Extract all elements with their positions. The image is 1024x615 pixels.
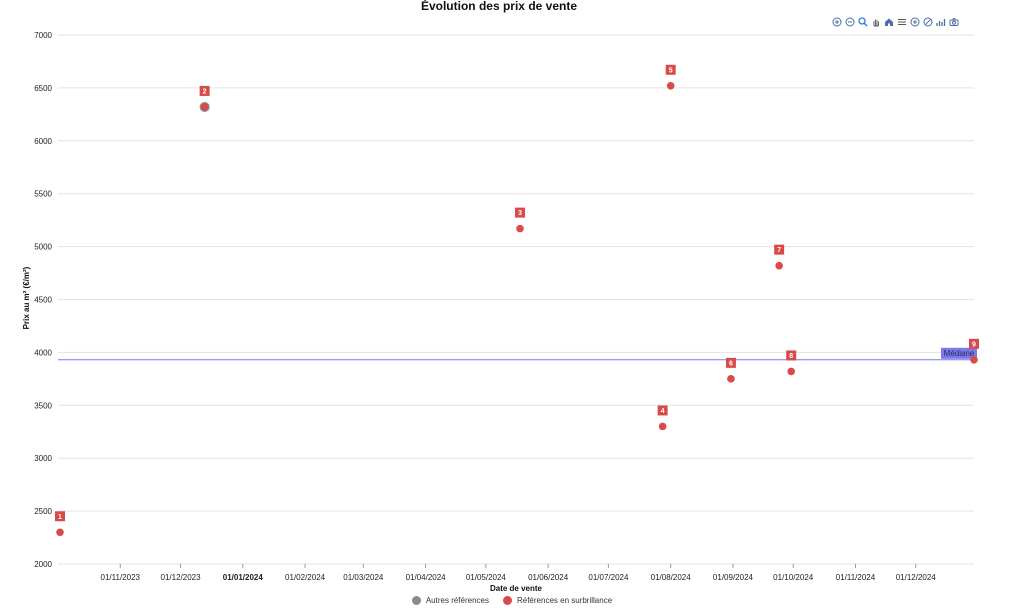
- grid-lines: [58, 34, 974, 565]
- data-point-surbrillance[interactable]: [970, 356, 978, 364]
- y-tick-label: 5000: [34, 243, 52, 252]
- y-tick-label: 7000: [34, 31, 52, 40]
- x-tick-label: 01/03/2024: [343, 573, 384, 582]
- x-axis: 01/11/2023 01/12/2023 01/01/2024 01/02/2024…: [101, 564, 937, 582]
- y-tick-label: 6500: [34, 84, 52, 93]
- point-label-box: [55, 511, 66, 522]
- x-tick-label: 01/09/2024: [713, 573, 754, 582]
- x-tick-label: 01/11/2023: [101, 573, 141, 582]
- legend-item-autres[interactable]: Autres références: [411, 596, 489, 605]
- pan-icon[interactable]: [870, 16, 881, 27]
- point-label: 6: [729, 360, 733, 367]
- x-tick-label: 01/08/2024: [651, 573, 692, 582]
- camera-icon[interactable]: [948, 16, 959, 27]
- legend-marker-red: [502, 596, 512, 605]
- chart-type-icon[interactable]: [935, 16, 946, 27]
- data-point-surbrillance[interactable]: [775, 261, 783, 270]
- chart-legend: Autres références Références en surbrill…: [0, 596, 1024, 605]
- point-label-box: [774, 244, 785, 255]
- zoom-in-icon[interactable]: [831, 16, 842, 27]
- point-label: 2: [203, 88, 207, 95]
- point-label-box: [199, 85, 210, 96]
- median-line: Médiane: [58, 347, 977, 361]
- point-label: 1: [58, 514, 62, 521]
- point-label-box: [786, 350, 797, 361]
- chart-toolbar: [831, 16, 959, 27]
- y-axis: 7000 6500 6000 5500 5000 4500 4000 3500 3000 2500…: [34, 31, 52, 569]
- legend-item-surbrillance[interactable]: Références en surbrillance: [502, 596, 613, 605]
- x-tick-label: 01/06/2024: [528, 573, 569, 582]
- zoom-in-alt-icon[interactable]: [909, 16, 920, 27]
- point-label-box: [515, 207, 526, 218]
- x-tick-label: 01/01/2024: [223, 573, 264, 582]
- x-tick-label: 01/12/2023: [161, 573, 202, 582]
- y-tick-label: 5500: [34, 190, 52, 199]
- x-tick-label: 01/04/2024: [406, 573, 447, 582]
- y-tick-label: 3500: [34, 401, 52, 410]
- point-label: 4: [661, 408, 665, 415]
- data-point-surbrillance[interactable]: [56, 528, 64, 537]
- legend-label: Références en surbrillance: [516, 596, 613, 605]
- y-tick-label: 2500: [34, 507, 52, 516]
- y-tick-label: 3000: [34, 454, 52, 463]
- x-axis-label: Date de vente: [490, 584, 543, 593]
- reset-icon[interactable]: [922, 16, 933, 27]
- median-label: Médiane: [944, 349, 975, 358]
- data-point-surbrillance[interactable]: [787, 367, 796, 376]
- x-tick-label: 01/07/2024: [588, 573, 629, 582]
- x-tick-label: 01/05/2024: [466, 573, 507, 582]
- legend-marker-grey: [411, 596, 421, 605]
- point-label-box: [657, 405, 668, 416]
- chart-title: Évolution des prix de vente: [421, 0, 577, 13]
- y-tick-label: 4500: [34, 296, 52, 305]
- point-label: 3: [518, 210, 522, 217]
- point-label-box: [969, 338, 979, 349]
- x-tick-label: 01/02/2024: [285, 573, 326, 582]
- x-tick-label: 01/11/2024: [836, 573, 876, 582]
- point-label: 7: [777, 247, 781, 254]
- data-point-surbrillance[interactable]: [666, 81, 675, 90]
- point-label: 8: [789, 353, 793, 360]
- point-label: 9: [972, 341, 976, 348]
- y-tick-label: 2000: [34, 560, 52, 569]
- data-point-surbrillance[interactable]: [727, 375, 735, 383]
- y-axis-label: Prix au m² (€/m²): [22, 266, 31, 329]
- data-points: 1 2 3 4 5 6 7 8 9: [55, 64, 979, 537]
- point-label-box: [725, 357, 736, 368]
- y-tick-label: 4000: [34, 348, 52, 357]
- home-icon[interactable]: [883, 16, 894, 27]
- zoom-out-icon[interactable]: [844, 16, 855, 27]
- point-label-box: [665, 64, 676, 75]
- menu-icon[interactable]: [896, 16, 907, 27]
- x-tick-label: 01/12/2024: [896, 573, 937, 582]
- median-label-box: [941, 347, 977, 359]
- x-tick-label: 01/10/2024: [773, 573, 814, 582]
- data-point-surbrillance[interactable]: [516, 224, 524, 233]
- point-label: 5: [669, 67, 673, 74]
- zoom-select-icon[interactable]: [857, 16, 868, 27]
- legend-label: Autres références: [425, 596, 489, 605]
- data-point-surbrillance[interactable]: [200, 103, 209, 111]
- data-point-surbrillance[interactable]: [658, 422, 667, 431]
- y-tick-label: 6000: [34, 137, 52, 146]
